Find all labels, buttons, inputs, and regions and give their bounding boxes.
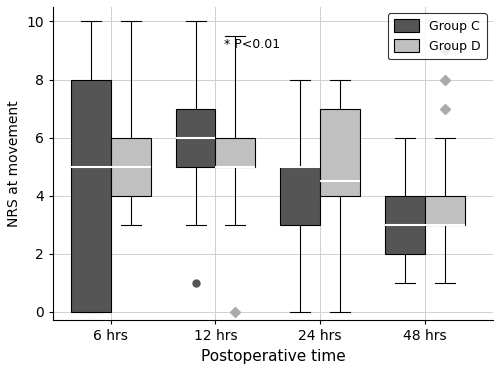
Bar (280, 167, 320, 225)
Text: * P<0.01: * P<0.01 (224, 38, 280, 51)
Bar (425, 196, 465, 225)
Y-axis label: NRS at movement: NRS at movement (7, 101, 21, 227)
Bar (111, 138, 150, 196)
Bar (71, 79, 111, 312)
Bar (320, 109, 360, 196)
Legend: Group C, Group D: Group C, Group D (388, 13, 487, 59)
X-axis label: Postoperative time: Postoperative time (200, 349, 346, 364)
Bar (176, 109, 216, 167)
Bar (216, 138, 256, 167)
Bar (385, 196, 425, 254)
